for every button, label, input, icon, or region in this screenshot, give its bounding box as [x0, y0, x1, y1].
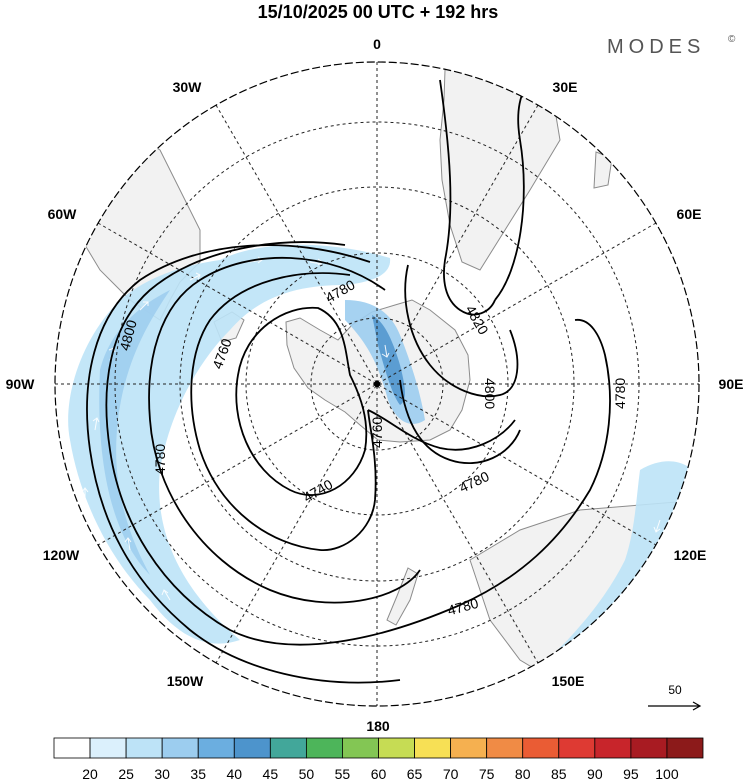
lon-label-150e: 150E — [552, 673, 585, 689]
contour-label-4800a: 4800 — [116, 318, 140, 352]
reference-vector: 50 — [648, 683, 702, 711]
colorbar-swatch — [558, 737, 596, 759]
colorbar-label: 40 — [226, 766, 242, 782]
colorbar-label: 95 — [623, 766, 639, 782]
modes-logo: MODES © — [607, 34, 736, 58]
contour-4740 — [235, 306, 368, 496]
colorbar-label: 35 — [190, 766, 206, 782]
contour-4760-east — [367, 409, 516, 451]
graticule — [55, 62, 699, 706]
jet-band-west — [68, 244, 391, 644]
lon-label-30e: 30E — [553, 79, 578, 95]
brand-name: MODES — [607, 36, 705, 58]
colorbar-label: 55 — [335, 766, 351, 782]
colorbar-swatch — [594, 737, 632, 759]
colorbar-label: 20 — [82, 766, 98, 782]
pole-marker — [373, 380, 381, 388]
colorbar-label: 80 — [515, 766, 531, 782]
map-border — [54, 61, 700, 707]
colorbar-swatch — [233, 737, 271, 759]
colorbar-label: 30 — [154, 766, 170, 782]
lon-label-60e: 60E — [677, 206, 702, 222]
wind-shading — [68, 244, 699, 682]
colorbar-swatch — [125, 737, 163, 759]
contour-4800 — [86, 244, 401, 684]
lon-label-30w: 30W — [173, 79, 203, 95]
contour-label-4780e: 4780 — [446, 595, 480, 619]
longitude-labels: 0 30W 30E 60W 60E 90W 90E 120W 120E 150W… — [6, 36, 744, 734]
colorbar-swatch — [161, 737, 199, 759]
colorbar-swatch — [197, 737, 235, 759]
reference-vector-value: 50 — [668, 683, 682, 697]
colorbar-swatch — [305, 737, 343, 759]
colorbar-label: 25 — [118, 766, 134, 782]
contour-label-4760b: 4760 — [369, 417, 385, 448]
contour-4780-outer — [105, 241, 611, 646]
jet-core-west — [99, 290, 170, 575]
contour-label-4780c: 4780 — [152, 444, 168, 475]
lon-label-120w: 120W — [43, 547, 80, 563]
colorbar-swatch — [269, 737, 307, 759]
colorbar-swatch — [666, 737, 704, 759]
colorbar-swatch — [89, 737, 127, 759]
colorbar-swatch — [450, 737, 488, 759]
colorbar-swatch — [522, 737, 560, 759]
lon-label-0: 0 — [373, 36, 381, 52]
colorbar-swatch — [630, 737, 668, 759]
jet-band-east — [530, 461, 699, 682]
antarctica — [285, 299, 471, 443]
map-title: 15/10/2025 00 UTC + 192 hrs — [258, 2, 499, 22]
lon-label-150w: 150W — [167, 673, 204, 689]
contour-label-4780b: 4780 — [612, 378, 628, 409]
colorbar-label: 45 — [263, 766, 279, 782]
colorbar-label: 100 — [655, 766, 679, 782]
brand-mark: © — [728, 34, 736, 45]
contour-4820 — [439, 79, 496, 316]
colorbar-swatch — [414, 737, 452, 759]
contour-4780-east — [399, 379, 521, 465]
lon-label-90e: 90E — [719, 376, 744, 392]
lon-label-120e: 120E — [674, 547, 707, 563]
colorbar: 20 25 30 35 40 45 50 55 60 65 70 75 80 85 90 95 100 — [53, 737, 704, 782]
colorbar-label: 65 — [407, 766, 423, 782]
contour-4760-west — [190, 272, 377, 551]
lon-label-90w: 90W — [6, 376, 36, 392]
contour-4800-east — [404, 264, 519, 398]
colorbar-label: 85 — [551, 766, 567, 782]
jet-core-centre — [372, 315, 405, 405]
contour-label-4800b: 4800 — [482, 378, 498, 409]
reference-arrow-icon — [648, 701, 702, 711]
colorbar-swatch — [53, 737, 91, 759]
lon-label-180: 180 — [366, 718, 390, 734]
colorbar-swatch — [486, 737, 524, 759]
colorbar-label: 90 — [587, 766, 603, 782]
lon-label-60w: 60W — [48, 206, 78, 222]
height-contours — [86, 69, 611, 684]
colorbar-swatch — [378, 737, 415, 759]
colorbar-swatch — [342, 737, 379, 759]
contour-4780-inner — [148, 256, 421, 604]
colorbar-label: 70 — [443, 766, 459, 782]
colorbar-label: 75 — [479, 766, 495, 782]
colorbar-label: 50 — [299, 766, 315, 782]
map-disc: 4780 4820 4800 4760 4800 4780 4780 4760 … — [55, 62, 699, 706]
colorbar-label: 60 — [371, 766, 387, 782]
